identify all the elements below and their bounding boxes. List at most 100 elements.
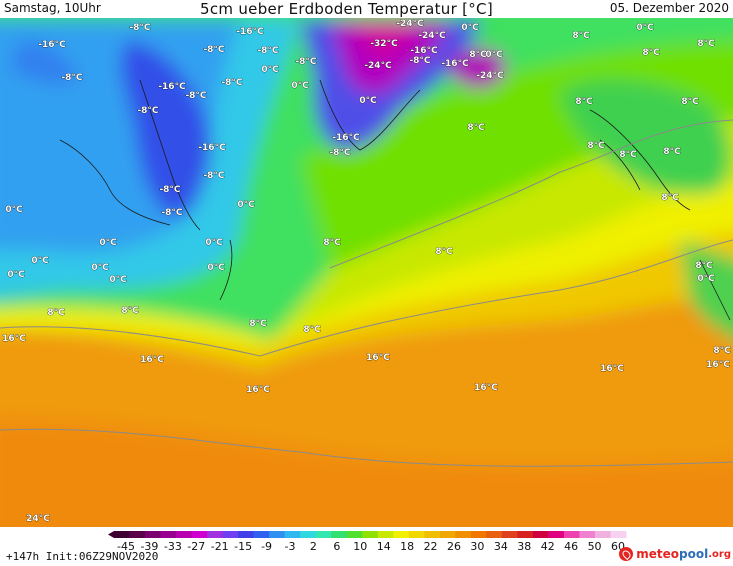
temperature-label: 0°C xyxy=(91,263,109,273)
temperature-label: 16°C xyxy=(246,385,270,395)
temperature-label: -32°C xyxy=(370,39,398,49)
scale-tick-label: 6 xyxy=(333,540,340,552)
map-pin-icon xyxy=(619,547,634,561)
temperature-label: -8°C xyxy=(257,46,278,56)
scale-tick-label: 14 xyxy=(377,540,391,552)
scale-tick-label: -21 xyxy=(211,540,229,552)
scale-swatch xyxy=(393,531,410,538)
scale-swatch xyxy=(145,531,162,538)
coastlines xyxy=(59,79,731,321)
temperature-label: 8°C xyxy=(713,346,731,356)
scale-tick-label: 18 xyxy=(400,540,414,552)
temperature-label: 0°C xyxy=(359,96,377,106)
temperature-label: 8°C xyxy=(121,306,139,316)
scale-tick-label: 26 xyxy=(447,540,461,552)
scale-swatch xyxy=(501,531,518,538)
temperature-label: -8°C xyxy=(409,56,430,66)
scale-swatch xyxy=(253,531,270,538)
temperature-label: 0°C xyxy=(31,256,49,266)
temperature-label: 8°C xyxy=(469,50,487,60)
temperature-label: 0°C xyxy=(261,65,279,75)
scale-swatch xyxy=(207,531,224,538)
temperature-label: 8°C xyxy=(435,247,453,257)
scale-tick-label: -15 xyxy=(234,540,252,552)
temperature-label: -8°C xyxy=(159,185,180,195)
temperature-label: 0°C xyxy=(207,263,225,273)
temperature-label: 0°C xyxy=(237,200,255,210)
color-scale-legend: -45 -39 -33 -27 -21 -15 -9 -3 2 6 10 14 18 22 26 30 34 38… xyxy=(108,531,627,552)
temperature-label: 8°C xyxy=(663,147,681,157)
logo-text-pool: pool xyxy=(679,547,709,561)
scale-tick-label: -3 xyxy=(285,540,296,552)
temperature-label: 0°C xyxy=(485,50,503,60)
scale-tick-label: 50 xyxy=(588,540,602,552)
scale-swatch xyxy=(269,531,286,538)
temperature-label: -8°C xyxy=(185,91,206,101)
scale-swatch xyxy=(563,531,580,538)
temperature-label: 0°C xyxy=(205,238,223,248)
scale-tick-label: 46 xyxy=(564,540,578,552)
scale-swatch xyxy=(346,531,363,538)
temperature-label: 8°C xyxy=(47,308,65,318)
scale-swatch xyxy=(439,531,456,538)
temperature-label: 0°C xyxy=(291,81,309,91)
temperature-label: 16°C xyxy=(706,360,730,370)
forecast-run-info: +147h Init:06Z29NOV2020 xyxy=(6,550,159,563)
scale-swatch xyxy=(129,531,146,538)
scale-tick-label: 34 xyxy=(494,540,508,552)
temperature-label: 0°C xyxy=(636,23,654,33)
scale-swatch xyxy=(331,531,348,538)
scale-swatch xyxy=(532,531,549,538)
temperature-label: 16°C xyxy=(2,334,26,344)
temperature-label: 8°C xyxy=(303,325,321,335)
temperature-label: -16°C xyxy=(198,143,226,153)
temperature-labels: -16°C-8°C-8°C-16°C-8°C0°C-8°C-24°C-24°C-… xyxy=(2,19,731,525)
temperature-label: 0°C xyxy=(7,270,25,280)
scale-swatch xyxy=(284,531,301,538)
scale-swatch xyxy=(114,531,131,538)
scale-tick-label: 10 xyxy=(353,540,367,552)
temperature-label: -24°C xyxy=(396,19,424,29)
scale-swatch xyxy=(377,531,394,538)
scale-swatch xyxy=(160,531,177,538)
temperature-label: -8°C xyxy=(137,106,158,116)
temperature-label: -16°C xyxy=(158,82,186,92)
temperature-field xyxy=(0,18,733,527)
temperature-label: 8°C xyxy=(575,97,593,107)
scale-tick-label: -39 xyxy=(140,540,158,552)
scale-tick-label: 42 xyxy=(541,540,555,552)
scale-min-arrow xyxy=(108,531,114,538)
scale-swatch xyxy=(424,531,441,538)
temperature-map: -16°C -8°C -8°C -16°C -8°C 0°C -8°C -24°C -24°C -… xyxy=(0,18,733,527)
scale-swatch xyxy=(300,531,317,538)
scale-tick-label: -33 xyxy=(164,540,182,552)
temperature-label: 0°C xyxy=(461,23,479,33)
temperature-label: 8°C xyxy=(619,150,637,160)
temperature-label: -8°C xyxy=(61,73,82,83)
temperature-label: 8°C xyxy=(587,141,605,151)
temperature-label: 8°C xyxy=(697,39,715,49)
temperature-label: 8°C xyxy=(642,48,660,58)
temperature-label: -24°C xyxy=(364,61,392,71)
temperature-label: -24°C xyxy=(418,31,446,41)
temperature-label: -8°C xyxy=(329,148,350,158)
temperature-label: 8°C xyxy=(467,123,485,133)
temperature-label: 16°C xyxy=(474,383,498,393)
temperature-label: -8°C xyxy=(129,23,150,33)
scale-swatch xyxy=(610,531,627,538)
temperature-label: 0°C xyxy=(697,274,715,284)
scale-tick-label: 30 xyxy=(470,540,484,552)
logo-text-org: .org xyxy=(708,548,731,560)
temperature-label: 8°C xyxy=(323,238,341,248)
scale-swatch xyxy=(486,531,503,538)
temperature-label: -16°C xyxy=(236,27,264,37)
scale-tick-label: 2 xyxy=(310,540,317,552)
temperature-label: -8°C xyxy=(203,171,224,181)
scale-tick-label: 22 xyxy=(424,540,438,552)
scale-swatch xyxy=(191,531,208,538)
meteopool-logo[interactable]: meteo pool .org xyxy=(619,544,731,564)
valid-date-label: 05. Dezember 2020 xyxy=(609,1,729,15)
temperature-label: 8°C xyxy=(695,261,713,271)
temperature-label: -8°C xyxy=(203,45,224,55)
